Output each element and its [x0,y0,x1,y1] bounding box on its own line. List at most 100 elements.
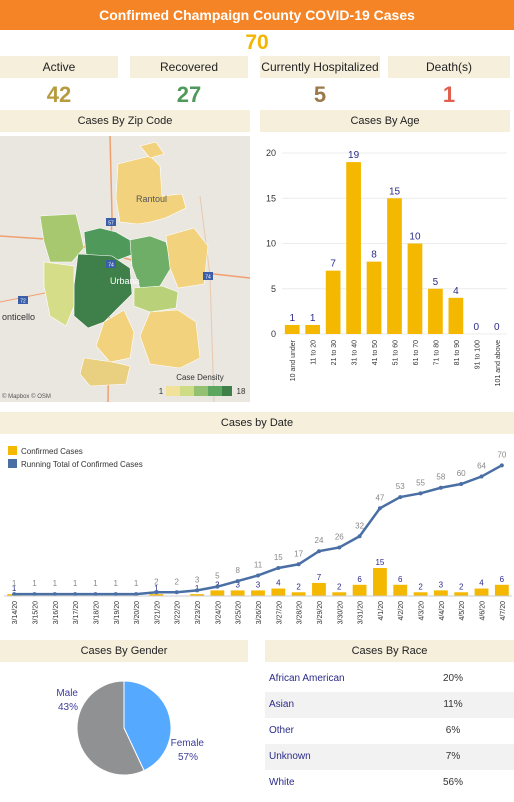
date-bar-value-label: 3 [439,580,444,589]
legend-confirmed-swatch [8,446,17,455]
legend-swatch [180,386,194,396]
date-category-label: 3/24/20 [215,601,222,624]
age-bar [407,243,423,334]
age-section-header: Cases By Age [260,110,510,132]
legend-running-total-swatch [8,459,17,468]
kpi-hospitalized-value: 5 [313,82,327,107]
date-category-label: 4/7/20 [500,601,507,621]
date-bar-value-label: 3 [256,580,261,589]
running-total-point [134,592,139,597]
running-total-value-label: 2 [174,577,179,586]
date-category-label: 4/5/20 [459,601,466,621]
date-bar [149,594,164,596]
running-total-value-label: 47 [375,493,384,502]
zip-area-west[interactable] [43,261,75,327]
race-pct: 20% [442,673,463,684]
zip-area-southeast-rural[interactable] [139,309,201,369]
map-label-monticello: onticello [2,312,35,322]
running-total-value-label: 17 [294,549,303,558]
race-row: Other 6% [265,718,514,744]
date-bar-value-label: 3 [235,580,240,589]
date-category-label: 3/21/20 [154,601,161,624]
date-bar-value-label: 2 [296,582,301,591]
running-total-value-label: 2 [154,577,159,586]
running-total-value-label: 3 [195,575,200,584]
map-label-rantoul: Rantoul [136,194,167,204]
age-category-label: 91 to 100 [474,340,481,369]
running-total-value-label: 53 [396,482,405,491]
kpi-deaths-value: 1 [442,82,456,107]
date-category-label: 3/20/20 [134,601,141,624]
date-bar [312,582,326,596]
age-ytick-label: 15 [266,193,276,203]
running-total-value-label: 32 [355,521,364,530]
highway-shield-icon [18,296,28,304]
race-section-header: Cases By Race [265,640,514,662]
map-canvas: Rantoul Urbana onticello 57 74 74 72 Cas… [0,136,250,402]
age-bar-value-label: 8 [371,250,377,261]
date-category-label: 4/2/20 [398,601,405,621]
running-total-value-label: 1 [114,579,119,588]
zip-area-northwest[interactable] [39,213,85,263]
age-bar-value-label: 4 [453,286,459,297]
zip-area-rantoul[interactable] [115,155,187,225]
zip-section-header: Cases By Zip Code [0,110,250,132]
running-total-point [296,562,301,567]
age-bar-value-label: 0 [494,322,500,333]
age-category-label: 41 to 50 [372,340,379,365]
date-bar [251,590,265,596]
date-bar-value-label: 6 [398,575,403,584]
zip-area-east[interactable] [165,227,209,289]
race-pct: 7% [445,751,461,762]
map-legend-title: Case Density [176,373,224,382]
dashboard-title: Confirmed Champaign County COVID-19 Case… [0,0,514,30]
zip-area-southeast[interactable] [133,285,179,313]
age-bar [305,324,321,334]
date-bar [352,584,367,596]
age-category-label: 51 to 60 [393,340,400,365]
age-bar-value-label: 5 [433,277,439,288]
date-bar-value-label: 6 [500,575,505,584]
age-bar [428,288,443,334]
legend-running-total-label: Running Total of Confirmed Cases [21,460,143,469]
date-bar [433,590,448,596]
running-total-point [215,584,220,589]
zip-area-far-south[interactable] [79,357,131,387]
total-cases-value: 70 [245,31,269,54]
kpi-recovered-label: Recovered [130,56,248,78]
highway-shield-icon [106,260,116,268]
date-bar-value-label: 1 [154,584,159,593]
date-bar [454,592,469,596]
highway-shield-label: 74 [108,263,114,269]
age-category-label: 61 to 70 [413,340,420,365]
date-bar [230,590,245,596]
date-bar-value-label: 7 [317,573,322,582]
zip-area-north[interactable] [139,141,165,159]
date-bar-value-label: 2 [459,582,464,591]
zip-code-map[interactable]: Rantoul Urbana onticello 57 74 74 72 Cas… [0,136,250,402]
age-bar-value-label: 0 [474,322,480,333]
age-bar-value-label: 19 [348,150,360,161]
date-category-label: 4/1/20 [378,601,385,621]
date-bar-value-label: 15 [375,558,384,567]
race-row: African American 20% [265,666,514,692]
running-total-value-label: 1 [73,579,78,588]
age-category-label: 31 to 40 [352,340,359,365]
race-pct: 56% [442,777,463,788]
zip-area-south[interactable] [95,309,135,363]
highway-shield-label: 74 [205,275,211,281]
date-category-label: 3/18/20 [93,601,100,624]
running-total-point [276,566,281,570]
highway-shield-label: 57 [108,221,114,227]
running-total-point [52,592,57,597]
date-category-label: 3/30/20 [337,601,344,624]
zip-area-urbana[interactable] [129,235,173,289]
age-bar [346,162,361,334]
running-total-point [93,592,98,597]
running-total-point [32,592,37,597]
age-bar-value-label: 15 [389,186,401,197]
date-bar [413,592,428,596]
date-category-label: 3/26/20 [256,601,263,624]
running-total-value-label: 26 [335,532,344,541]
running-total-value-label: 58 [436,473,445,482]
